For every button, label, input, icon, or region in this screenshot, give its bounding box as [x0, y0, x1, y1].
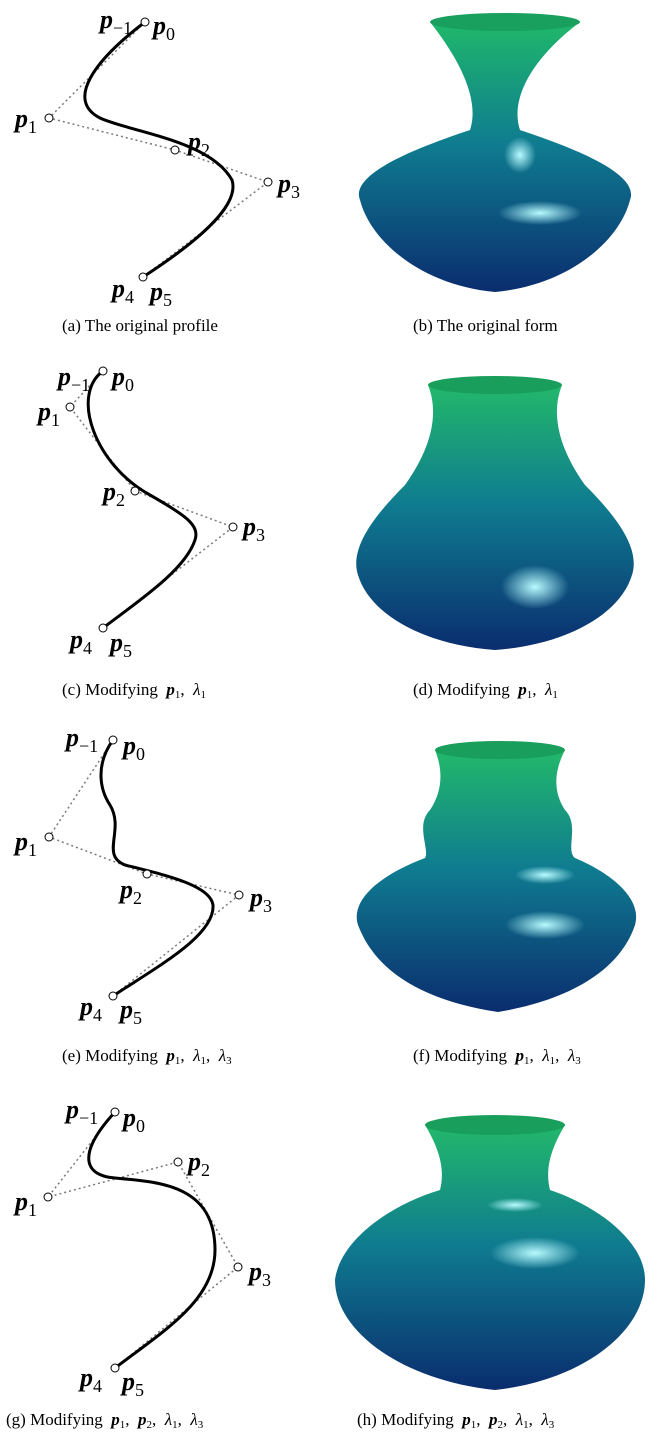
vase-body — [335, 1125, 645, 1390]
label-p2: p2 — [186, 1147, 210, 1180]
vase-highlight — [490, 1237, 580, 1269]
label-p5: p5 — [118, 995, 142, 1028]
label-p3: p3 — [241, 512, 265, 545]
control-polygon — [46, 1111, 239, 1369]
label-p5: p5 — [120, 1367, 144, 1400]
vase-highlight — [515, 866, 575, 884]
control-points — [44, 17, 273, 282]
control-polygon — [47, 21, 270, 278]
label-p-minus1: p−1 — [56, 362, 90, 395]
label-p5: p5 — [148, 277, 172, 310]
label-p-minus1: p−1 — [98, 5, 132, 38]
label-p1: p1 — [13, 104, 37, 137]
control-points — [65, 366, 238, 633]
vase-mouth — [435, 741, 565, 759]
caption-e: (e) Modifying p1, λ1, λ3 — [62, 1046, 232, 1067]
vase-mouth — [425, 1115, 565, 1135]
vase-h — [330, 1090, 659, 1400]
label-p0: p0 — [110, 362, 134, 395]
profile-curve — [87, 1110, 217, 1370]
vase-body — [358, 22, 632, 292]
label-p0: p0 — [151, 11, 175, 44]
profile-curve — [83, 20, 235, 279]
profile-curve — [99, 739, 215, 998]
vase-body — [356, 385, 634, 650]
label-p0: p0 — [121, 731, 145, 764]
label-p3: p3 — [248, 883, 272, 916]
label-p3: p3 — [276, 169, 300, 202]
caption-a: (a) The original profile — [62, 316, 218, 335]
label-p1: p1 — [13, 1187, 37, 1220]
caption-g: (g) Modifying p1, p2, λ1, λ3 — [6, 1410, 204, 1431]
caption-f: (f) Modifying p1, λ1, λ3 — [413, 1046, 581, 1067]
profile-a: p−1 p0 p1 p2 p3 p4 p5 — [0, 0, 320, 310]
label-p4: p4 — [68, 625, 92, 658]
caption-c: (c) Modifying p1, λ1 — [62, 680, 206, 701]
label-p2: p2 — [186, 127, 210, 160]
label-p4: p4 — [78, 1363, 102, 1396]
vase-body — [356, 750, 637, 1012]
label-p2: p2 — [118, 875, 142, 908]
control-points — [43, 1107, 243, 1373]
label-p4: p4 — [78, 992, 102, 1025]
label-p-minus1: p−1 — [64, 723, 98, 756]
label-p1: p1 — [36, 397, 60, 430]
vase-f — [330, 720, 659, 1030]
profile-curve — [86, 369, 198, 630]
vase-b — [330, 0, 659, 310]
vase-highlight — [487, 1198, 543, 1212]
caption-b: (b) The original form — [413, 316, 558, 335]
label-p3: p3 — [247, 1257, 271, 1290]
label-p1: p1 — [13, 827, 37, 860]
vase-d — [330, 355, 659, 665]
control-polygon — [47, 739, 241, 997]
label-p-minus1: p−1 — [64, 1095, 98, 1128]
vase-highlight — [504, 137, 536, 173]
vase-highlight — [498, 201, 582, 225]
profile-c: p−1 p0 p1 p2 p3 p4 p5 — [0, 355, 320, 665]
control-points — [44, 735, 244, 1001]
caption-d: (d) Modifying p1, λ1 — [413, 680, 558, 701]
profile-e: p−1 p0 p1 p2 p3 p4 p5 — [0, 720, 320, 1030]
label-p0: p0 — [121, 1103, 145, 1136]
label-p2: p2 — [101, 477, 125, 510]
vase-mouth — [428, 376, 562, 394]
vase-highlight — [505, 911, 585, 939]
caption-h: (h) Modifying p1, p2, λ1, λ3 — [357, 1410, 555, 1431]
vase-highlight — [501, 565, 569, 609]
profile-g: p−1 p0 p1 p2 p3 p4 p5 — [0, 1090, 320, 1400]
label-p4: p4 — [110, 274, 134, 307]
vase-mouth — [430, 13, 580, 31]
label-p5: p5 — [108, 628, 132, 661]
